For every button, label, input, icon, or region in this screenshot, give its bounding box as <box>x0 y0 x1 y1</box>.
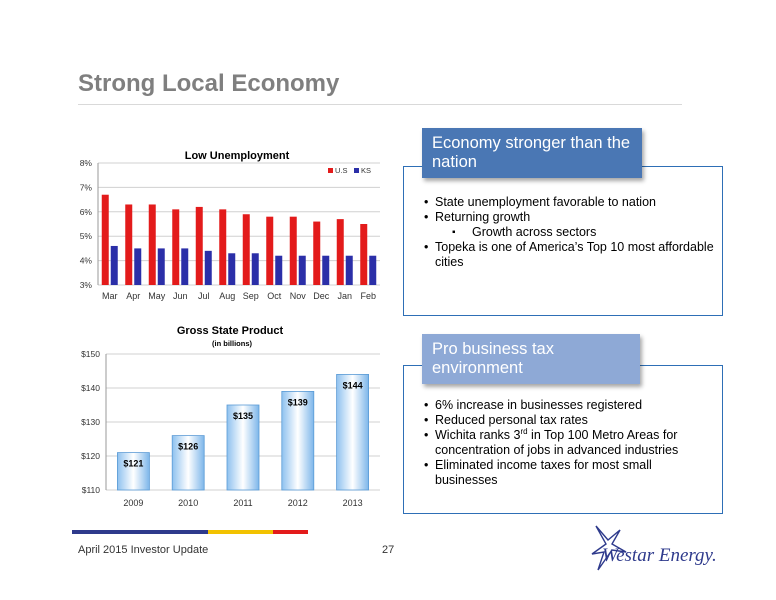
gsp-bar <box>117 452 150 491</box>
y-tick-label: $110 <box>82 485 101 495</box>
ks-bar <box>157 248 165 285</box>
y-tick-label: $140 <box>81 383 100 393</box>
x-tick-label: 2012 <box>288 498 308 508</box>
economy-subbullet: Growth across sectors <box>422 225 714 240</box>
economy-bullet: State unemployment favorable to nation <box>422 195 714 210</box>
tax-bullet: Eliminated income taxes for most small b… <box>422 458 714 488</box>
ks-bar <box>134 248 142 285</box>
gsp-bar <box>226 404 260 491</box>
us-bar <box>148 204 156 285</box>
tax-bullet-part: Wichita ranks 3 <box>435 428 521 442</box>
x-tick-label: 2013 <box>343 498 363 508</box>
y-tick-label: 5% <box>80 231 93 241</box>
x-tick-label: Sep <box>243 291 259 301</box>
title-divider <box>78 104 682 105</box>
ks-bar <box>369 255 377 285</box>
gsp-chart-subtitle: (in billions) <box>212 339 252 348</box>
tax-bullet-part: in Top 100 Metro Areas for concentration… <box>435 428 679 457</box>
gsp-chart-svg: Gross State Product (in billions) $110 $120… <box>81 325 380 508</box>
ks-bar <box>181 248 189 285</box>
unemployment-chart: Low Unemployment 3% 4% 5% 6% 7% 8% Mar Apr May Jun… <box>60 145 390 310</box>
y-tick-label: 8% <box>80 158 93 168</box>
us-bar <box>125 204 133 285</box>
legend-label-ks: KS <box>361 166 371 175</box>
ks-bar <box>322 255 330 285</box>
us-bar <box>360 224 368 285</box>
x-tick-label: Oct <box>267 291 282 301</box>
ks-bar <box>298 255 306 285</box>
logo-text: Westar Energy. <box>602 545 717 566</box>
gsp-bar-label: $144 <box>343 380 363 390</box>
y-tick-label: 6% <box>80 207 93 217</box>
x-tick-label: 2010 <box>178 498 198 508</box>
ks-bar <box>251 253 259 285</box>
us-bar <box>266 216 274 285</box>
legend-swatch-us <box>328 168 333 173</box>
y-tick-label: 3% <box>80 280 93 290</box>
us-bar <box>289 216 297 285</box>
ks-bar <box>345 255 353 285</box>
x-tick-label: May <box>148 291 166 301</box>
us-bar <box>219 209 227 285</box>
us-bar <box>101 194 109 285</box>
tax-bullet: Reduced personal tax rates <box>422 413 714 428</box>
tax-box-header: Pro business tax environment <box>422 334 640 384</box>
gsp-bar <box>171 435 205 491</box>
x-tick-label: Jul <box>198 291 210 301</box>
gsp-bar-label: $121 <box>123 459 143 469</box>
unemployment-chart-svg: Low Unemployment 3% 4% 5% 6% 7% 8% Mar Apr May Jun… <box>80 150 380 301</box>
westar-logo: Westar Energy. <box>582 524 722 577</box>
us-bar <box>172 209 180 285</box>
x-tick-label: Apr <box>126 291 140 301</box>
ks-bar <box>110 245 118 285</box>
x-tick-label: Jan <box>337 291 352 301</box>
economy-bullet: Returning growth <box>422 210 714 225</box>
tax-bullet-sup: rd <box>520 426 528 436</box>
y-tick-label: $150 <box>81 349 100 359</box>
tax-bullet: Wichita ranks 3rd in Top 100 Metro Areas… <box>422 426 714 458</box>
ks-bar <box>204 250 212 285</box>
x-tick-label: Dec <box>313 291 330 301</box>
x-tick-label: Feb <box>360 291 376 301</box>
us-bar <box>242 214 250 285</box>
y-tick-label: $120 <box>81 451 100 461</box>
y-tick-label: 7% <box>80 182 93 192</box>
economy-bullet: Topeka is one of America’s Top 10 most a… <box>422 240 714 270</box>
footer-bar-navy <box>72 530 208 534</box>
ks-bar <box>228 253 236 285</box>
gsp-bar-label: $126 <box>178 442 198 452</box>
footer-bar-red <box>273 530 308 534</box>
gsp-bar <box>336 374 370 491</box>
gsp-bar-label: $139 <box>288 397 308 407</box>
footer-text: April 2015 Investor Update <box>78 544 209 556</box>
page-number: 27 <box>382 544 395 556</box>
unemployment-chart-title: Low Unemployment <box>185 150 290 162</box>
legend-label-us: U.S <box>335 166 348 175</box>
x-tick-label: 2009 <box>123 498 143 508</box>
y-tick-label: 4% <box>80 256 93 266</box>
westar-star-icon: Westar Energy. <box>591 525 717 571</box>
x-tick-label: 2011 <box>233 498 252 508</box>
economy-box: State unemployment favorable to nation R… <box>403 166 723 316</box>
ks-bar <box>275 255 283 285</box>
y-tick-label: $130 <box>81 417 100 427</box>
x-tick-label: Mar <box>102 291 118 301</box>
gsp-chart: Gross State Product (in billions) $110 $120… <box>60 320 390 510</box>
us-bar <box>195 206 203 285</box>
gsp-chart-title: Gross State Product <box>177 325 284 337</box>
gsp-bar <box>281 391 315 491</box>
x-tick-label: Jun <box>173 291 188 301</box>
footer-bar-gold <box>208 530 273 534</box>
us-bar <box>313 221 321 285</box>
tax-box: 6% increase in businesses registered Red… <box>403 365 723 514</box>
x-tick-label: Nov <box>290 291 307 301</box>
us-bar <box>336 219 344 285</box>
x-tick-label: Aug <box>219 291 235 301</box>
economy-box-header: Economy stronger than the nation <box>422 128 642 178</box>
slide-title: Strong Local Economy <box>78 70 340 97</box>
legend-swatch-ks <box>354 168 359 173</box>
tax-bullet: 6% increase in businesses registered <box>422 398 714 413</box>
gsp-bar-label: $135 <box>233 411 253 421</box>
